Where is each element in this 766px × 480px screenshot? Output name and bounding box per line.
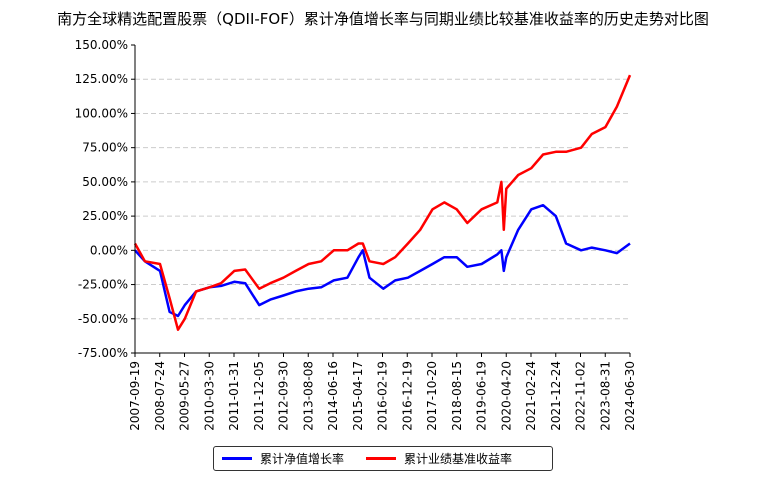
legend-label-fund: 累计净值增长率: [260, 452, 345, 466]
series-line-benchmark: [133, 74, 632, 331]
legend-item-benchmark: 累计业绩基准收益率: [366, 450, 512, 467]
y-tick-label: -25.00%: [78, 278, 128, 292]
x-tick-label: 2012-09-30: [277, 361, 291, 431]
x-tick-label: 2008-07-24: [153, 361, 167, 431]
x-tick-label: 2024-06-30: [623, 361, 637, 431]
x-tick-label: 2022-11-02: [574, 361, 588, 431]
legend-swatch-benchmark: [366, 457, 397, 460]
y-tick-label: 150.00%: [75, 38, 128, 52]
y-tick-label: 0.00%: [90, 243, 128, 257]
x-tick-label: 2021-12-24: [549, 361, 563, 431]
legend: 累计净值增长率 累计业绩基准收益率: [213, 446, 553, 471]
x-tick-label: 2014-06-16: [326, 361, 340, 431]
y-tick-label: 50.00%: [82, 175, 128, 189]
y-tick-label: 125.00%: [75, 72, 128, 86]
y-tick-label: 75.00%: [82, 141, 128, 155]
y-tick-label: 25.00%: [82, 209, 128, 223]
x-tick-label: 2007-09-19: [128, 361, 142, 431]
y-tick-label: -75.00%: [78, 346, 128, 360]
legend-item-fund: 累计净值增长率: [222, 450, 344, 467]
x-tick-label: 2011-01-31: [227, 361, 241, 431]
x-tick-label: 2013-08-08: [301, 361, 315, 431]
series-line-fund: [134, 203, 631, 318]
x-tick-label: 2015-04-17: [351, 361, 365, 431]
x-tick-label: 2020-04-20: [499, 361, 513, 431]
x-tick-label: 2016-02-19: [376, 361, 390, 431]
legend-swatch-fund: [222, 457, 252, 460]
x-tick-label: 2017-10-20: [425, 361, 439, 431]
x-tick-label: 2009-05-27: [178, 361, 192, 431]
x-tick-label: 2019-06-19: [475, 361, 489, 431]
x-tick-label: 2011-12-05: [252, 361, 266, 431]
x-tick-label: 2021-02-24: [524, 361, 538, 431]
x-tick-label: 2023-08-31: [598, 361, 612, 431]
x-tick-label: 2010-03-30: [202, 361, 216, 431]
x-tick-label: 2016-12-19: [400, 361, 414, 431]
chart-title: 南方全球精选配置股票（QDII-FOF）累计净值增长率与同期业绩比较基准收益率的…: [57, 10, 709, 28]
y-tick-label: -50.00%: [78, 312, 128, 326]
legend-label-benchmark: 累计业绩基准收益率: [404, 452, 513, 466]
y-tick-label: 100.00%: [75, 106, 128, 120]
x-tick-label: 2018-08-15: [450, 361, 464, 431]
